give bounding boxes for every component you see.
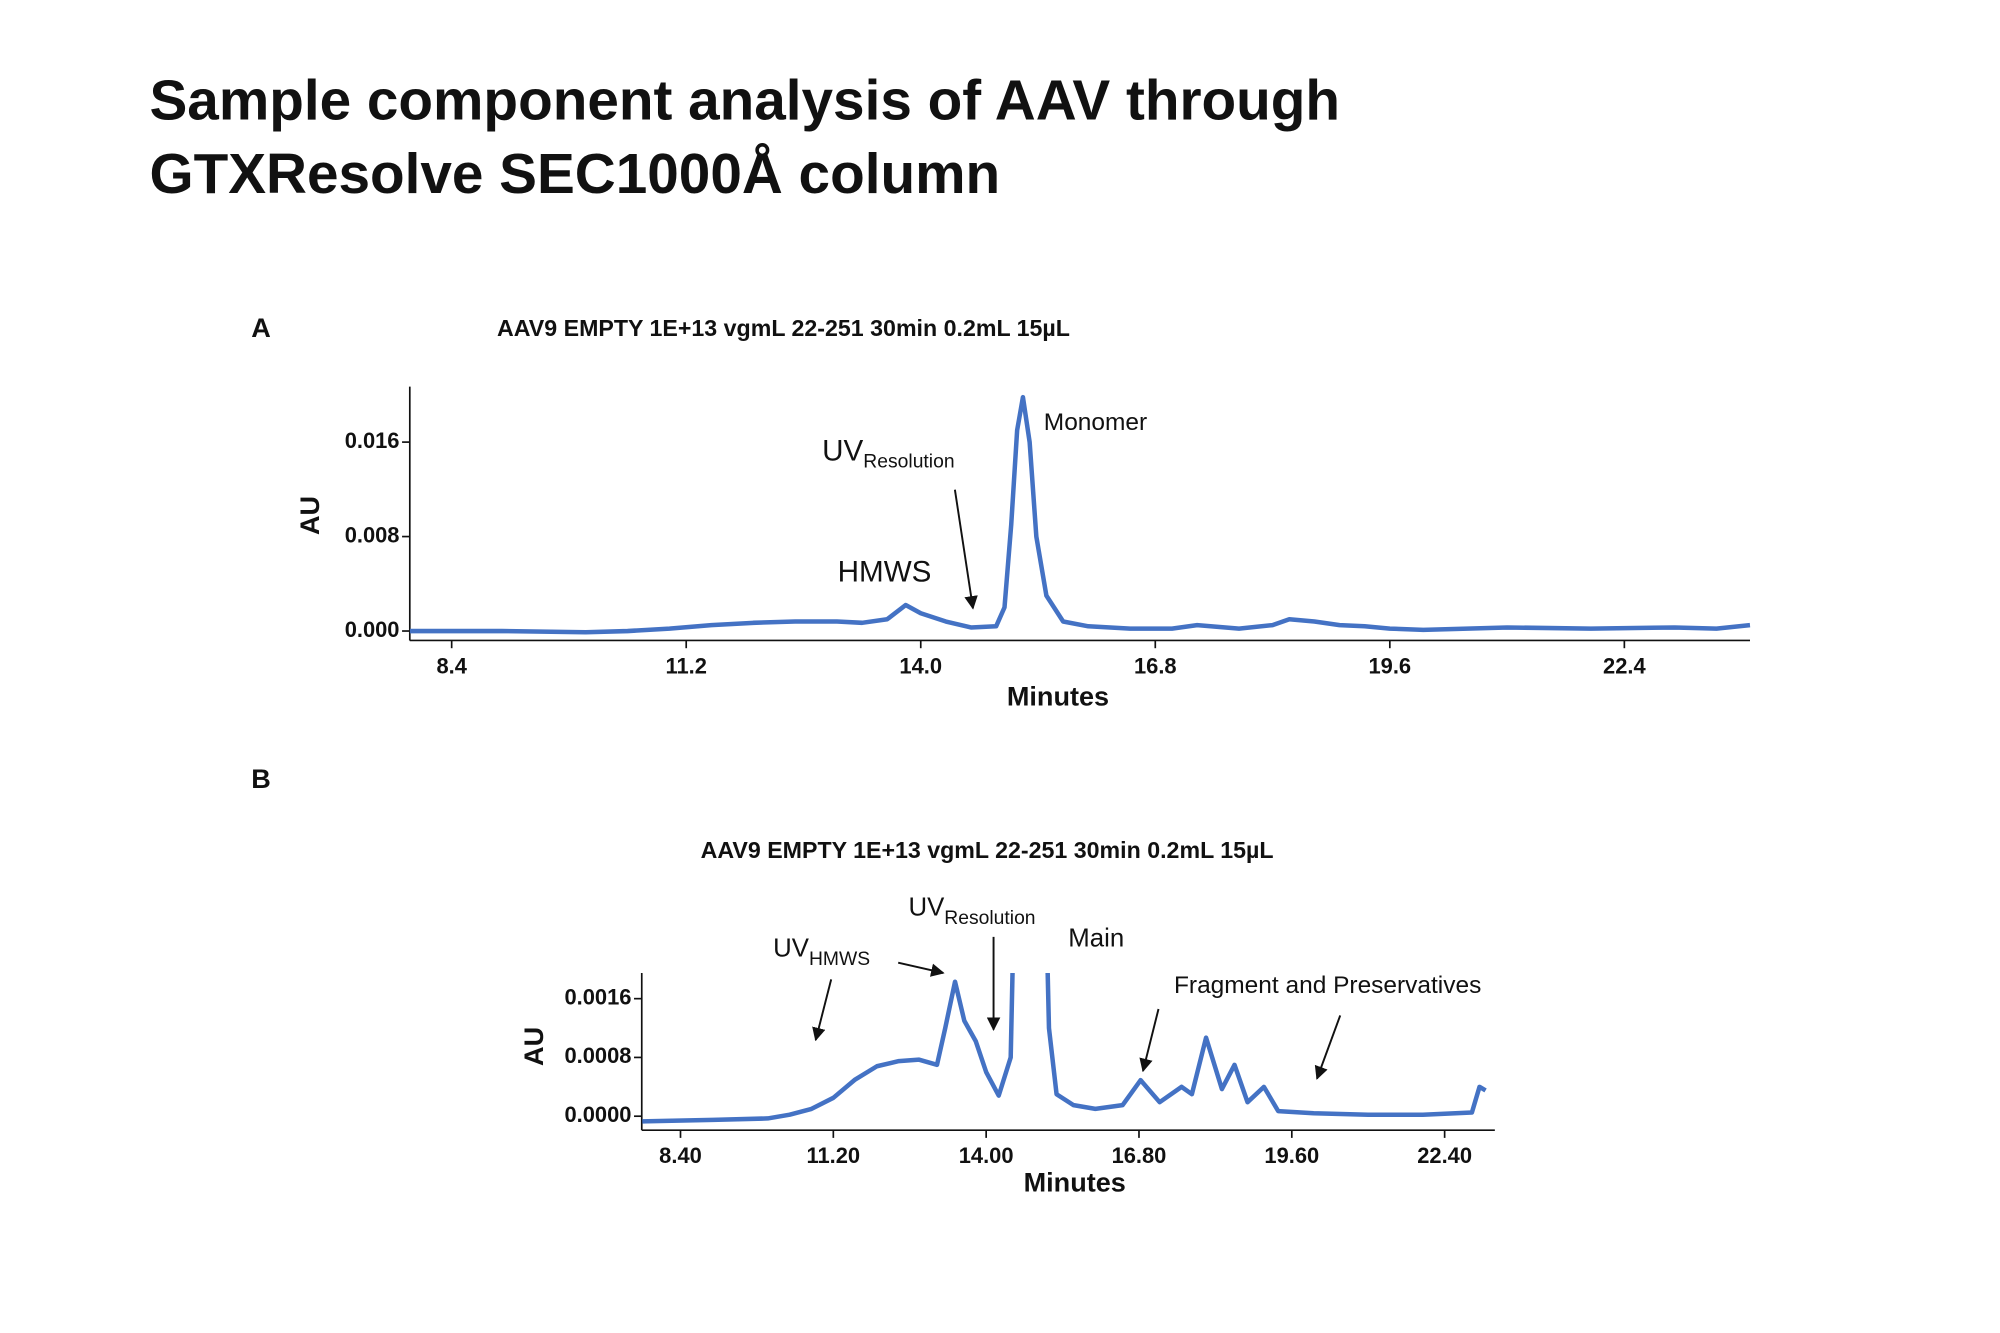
annotation-text: UV bbox=[822, 434, 863, 467]
x-tick-label: 8.40 bbox=[659, 1143, 702, 1168]
y-tick-label: 0.0016 bbox=[564, 984, 631, 1009]
annotation-text: Main bbox=[1068, 924, 1124, 952]
x-tick-label: 22.4 bbox=[1603, 653, 1646, 678]
annotation-text: Monomer bbox=[1044, 409, 1147, 436]
x-tick-label: 19.60 bbox=[1264, 1143, 1319, 1168]
annotation: Main bbox=[1068, 924, 1124, 952]
annotation: UVHMWS bbox=[773, 935, 870, 971]
trace bbox=[642, 972, 1487, 1124]
annotation: Monomer bbox=[1044, 409, 1147, 436]
x-tick-label: 8.4 bbox=[436, 653, 467, 678]
annotation-text: UV bbox=[773, 935, 810, 963]
panel-label: B bbox=[251, 764, 271, 794]
trace bbox=[409, 394, 1751, 635]
chart-title: AAV9 EMPTY 1E+13 vgmL 22-251 30min 0.2mL… bbox=[701, 837, 1274, 863]
arrows bbox=[812, 489, 1342, 1080]
chart-title: AAV9 EMPTY 1E+13 vgmL 22-251 30min 0.2mL… bbox=[497, 315, 1070, 341]
y-tick-label: 0.000 bbox=[345, 617, 400, 642]
y-tick-label: 0.008 bbox=[345, 522, 400, 547]
y-tick-label: 0.0008 bbox=[564, 1043, 631, 1068]
x-axis-label: Minutes bbox=[1024, 1167, 1126, 1197]
annotation-text: HMWS bbox=[838, 555, 932, 588]
x-tick-label: 16.80 bbox=[1112, 1143, 1167, 1168]
page-title: Sample component analysis of AAV through bbox=[149, 69, 1340, 132]
panel-label: A bbox=[251, 313, 271, 343]
x-tick-label: 11.20 bbox=[807, 1143, 861, 1168]
annotation: Fragment and Preservatives bbox=[1174, 973, 1481, 1000]
annotation-subscript: Resolution bbox=[944, 908, 1035, 929]
annotation-text: UV bbox=[909, 893, 946, 921]
x-tick-label: 16.8 bbox=[1134, 653, 1177, 678]
annotation-subscript: Resolution bbox=[863, 452, 954, 473]
x-tick-label: 19.6 bbox=[1369, 653, 1412, 678]
x-tick-label: 14.00 bbox=[959, 1143, 1014, 1168]
x-tick-label: 11.2 bbox=[666, 653, 707, 678]
x-axis-label: Minutes bbox=[1007, 682, 1109, 712]
y-tick-label: 0.016 bbox=[345, 428, 400, 453]
y-axis-label: AU bbox=[519, 1027, 549, 1066]
page-title: GTXResolve SEC1000Å column bbox=[149, 142, 1000, 206]
annotation-text: Fragment and Preservatives bbox=[1174, 973, 1481, 1000]
y-tick-label: 0.0000 bbox=[564, 1102, 631, 1127]
x-tick-label: 14.0 bbox=[899, 653, 942, 678]
y-axis-label: AU bbox=[295, 496, 325, 535]
x-tick-label: 22.40 bbox=[1417, 1143, 1472, 1168]
annotation-subscript: HMWS bbox=[809, 949, 870, 970]
annotation: UVResolution bbox=[822, 434, 954, 473]
annotation: UVResolution bbox=[909, 893, 1036, 929]
annotation: HMWS bbox=[838, 555, 932, 588]
